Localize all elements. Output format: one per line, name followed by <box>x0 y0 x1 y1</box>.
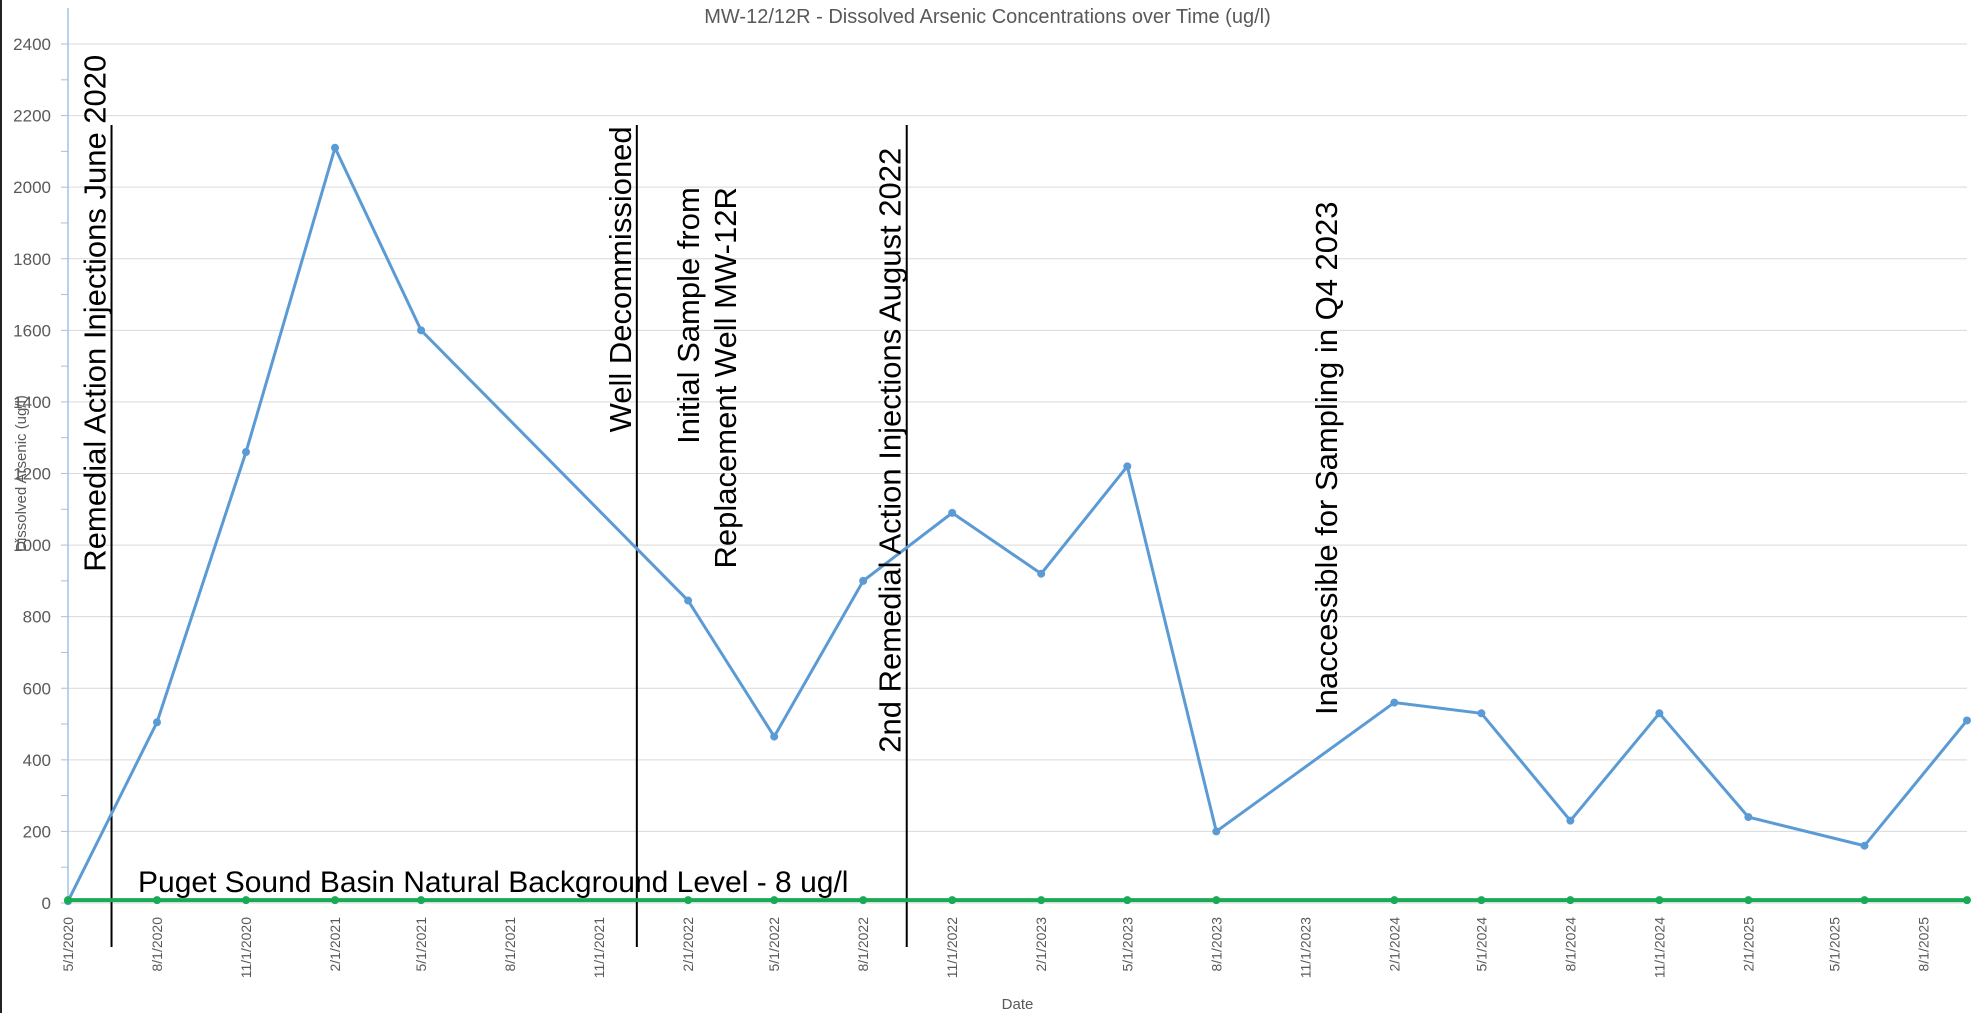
data-point-arsenic <box>1744 813 1753 822</box>
annotations: Remedial Action Injections June 2020 Well… <box>78 55 1344 753</box>
data-point-arsenic <box>859 576 868 585</box>
data-point-background <box>1123 896 1132 905</box>
y-tick-label: 200 <box>23 822 51 841</box>
x-tick-label: 11/1/2021 <box>591 917 607 978</box>
y-tick-label: 1000 <box>13 536 51 555</box>
annotation-label: Remedial Action Injections June 2020 <box>78 55 113 572</box>
data-point-arsenic <box>1566 816 1575 825</box>
data-point-arsenic <box>1212 827 1221 836</box>
data-point-background <box>64 896 72 905</box>
x-tick-label: 8/1/2021 <box>502 917 518 972</box>
x-tick-label: 8/1/2020 <box>149 917 165 972</box>
y-tick-label: 2200 <box>13 107 51 126</box>
background-level-label: Puget Sound Basin Natural Background Lev… <box>138 866 848 899</box>
data-point-arsenic <box>153 718 162 727</box>
x-tick-label: 11/1/2020 <box>238 917 254 978</box>
x-tick-labels: 5/1/2020 8/1/2020 11/1/2020 2/1/2021 5/1/202… <box>60 917 1931 978</box>
data-point-arsenic <box>684 596 693 605</box>
y-tick-label: 1200 <box>13 465 51 484</box>
data-point-background <box>770 896 779 905</box>
x-tick-label: 5/1/2023 <box>1119 917 1135 972</box>
data-point-arsenic <box>242 448 251 457</box>
gridlines <box>68 43 1967 832</box>
x-tick-label: 5/1/2024 <box>1473 917 1489 972</box>
data-point-background <box>1655 896 1664 905</box>
data-point-background <box>1566 896 1575 905</box>
data-point-arsenic <box>1655 709 1664 718</box>
data-point-background <box>948 896 957 905</box>
y-tick-label: 600 <box>23 679 51 698</box>
data-point-arsenic <box>1123 462 1132 471</box>
data-point-background <box>331 896 340 905</box>
annotation-lines <box>110 125 908 947</box>
data-point-background <box>417 896 426 905</box>
y-axis-title: Dissolved Arsenic (ug/l) <box>13 395 30 552</box>
x-tick-label: 11/1/2022 <box>944 917 960 978</box>
x-tick-label: 8/1/2022 <box>855 917 871 972</box>
data-point-background <box>1860 896 1869 905</box>
y-tick-label: 2000 <box>13 178 51 197</box>
x-axis-title: Date <box>1002 996 1034 1013</box>
data-point-background <box>1963 896 1971 905</box>
annotation-label: Inaccessible for Sampling in Q4 2023 <box>1309 201 1344 715</box>
y-tick-label: 1800 <box>13 250 51 269</box>
data-point-arsenic <box>331 143 340 152</box>
data-point-background <box>242 896 251 905</box>
x-tick-label: 11/1/2024 <box>1651 917 1667 978</box>
x-tick-label: 2/1/2023 <box>1033 917 1049 972</box>
data-point-arsenic <box>1860 841 1869 850</box>
chart-title: MW-12/12R - Dissolved Arsenic Concentrat… <box>704 6 1271 28</box>
axes <box>61 8 1967 904</box>
data-point-background <box>153 896 162 905</box>
y-tick-label: 1400 <box>13 393 51 412</box>
data-point-arsenic <box>1037 569 1046 578</box>
data-point-background <box>859 896 868 905</box>
x-tick-label: 5/1/2021 <box>413 917 429 972</box>
data-point-background <box>1212 896 1221 905</box>
data-point-arsenic <box>948 508 957 517</box>
data-point-arsenic <box>770 732 779 741</box>
y-tick-label: 800 <box>23 608 51 627</box>
data-point-background <box>684 896 693 905</box>
x-tick-label: 2/1/2025 <box>1740 917 1756 972</box>
y-tick-label: 400 <box>23 751 51 770</box>
series-layer <box>64 143 1971 906</box>
annotation-label: 2nd Remedial Action Injections August 20… <box>873 148 908 753</box>
data-point-arsenic <box>1477 709 1486 718</box>
y-tick-label: 0 <box>42 894 51 913</box>
x-tick-label: 8/1/2023 <box>1208 917 1224 972</box>
series-line-arsenic <box>66 146 1969 902</box>
y-tick-label: 2400 <box>13 35 51 54</box>
annotation-label: Initial Sample from <box>671 187 706 444</box>
y-tick-labels: 0 200 400 600 800 1000 1200 1400 1600 1800 2000 220… <box>13 35 51 913</box>
x-tick-label: 5/1/2025 <box>1826 917 1842 972</box>
data-point-background <box>1744 896 1753 905</box>
x-tick-label: 2/1/2022 <box>680 917 696 972</box>
x-tick-label: 8/1/2025 <box>1915 917 1931 972</box>
x-tick-label: 11/1/2023 <box>1297 917 1313 978</box>
x-tick-label: 5/1/2022 <box>766 917 782 972</box>
data-point-background <box>1390 896 1399 905</box>
x-tick-label: 2/1/2024 <box>1386 917 1402 972</box>
data-point-background <box>1477 896 1486 905</box>
x-tick-label: 8/1/2024 <box>1562 917 1578 972</box>
y-tick-label: 1600 <box>13 321 51 340</box>
x-tick-label: 2/1/2021 <box>327 917 343 972</box>
x-tick-label: 5/1/2020 <box>60 917 76 972</box>
data-point-arsenic <box>417 326 426 335</box>
data-point-background <box>1037 896 1046 905</box>
annotation-label: Well Decommissioned <box>603 126 638 432</box>
data-point-arsenic <box>1390 698 1399 707</box>
annotation-label: Replacement Well MW-12R <box>708 187 743 568</box>
data-point-arsenic <box>1963 716 1971 725</box>
